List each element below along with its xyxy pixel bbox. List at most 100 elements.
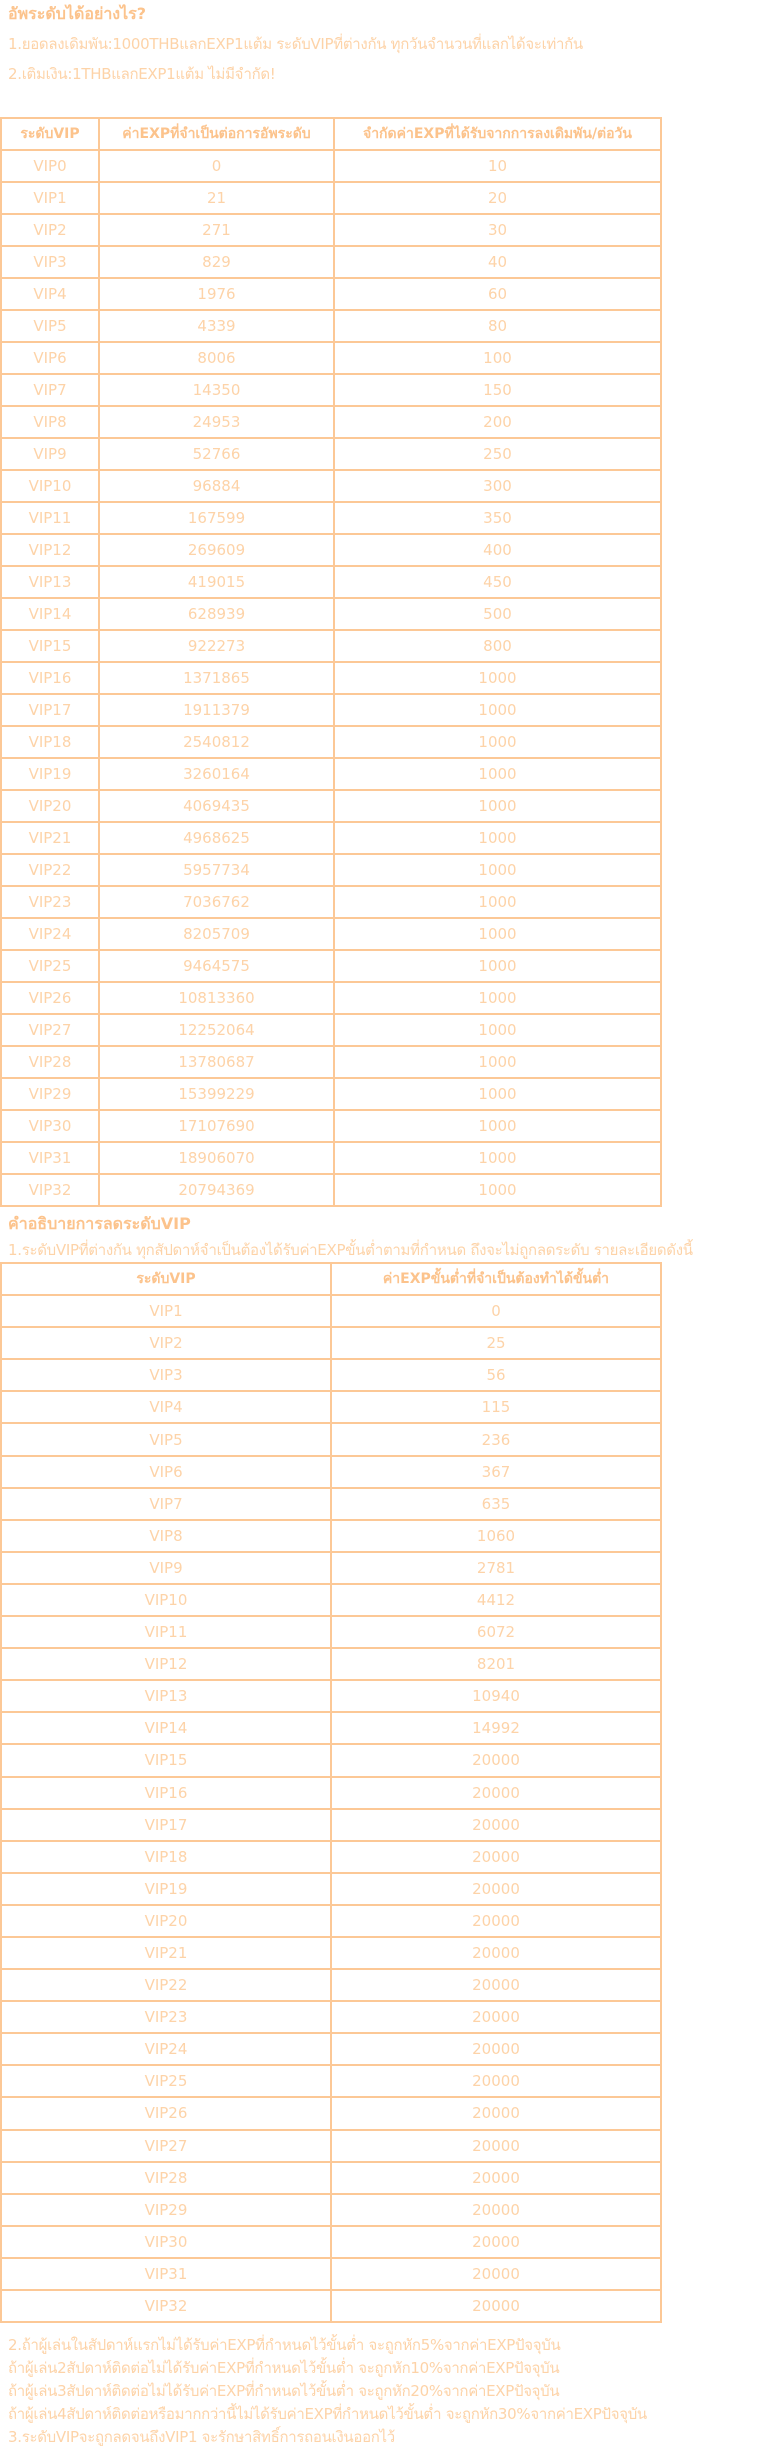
cell-min-weekly-exp: 20000: [330, 2160, 662, 2195]
cell-daily-exp-limit: 40: [333, 245, 662, 279]
cell-vip-level: VIP18: [0, 725, 100, 759]
table-row: VIP21 20000: [0, 1935, 662, 1971]
table-row: VIP21 4968625 1000: [0, 821, 662, 855]
cell-exp-required: 5957734: [98, 853, 335, 887]
cell-exp-required: 52766: [98, 437, 335, 471]
cell-daily-exp-limit: 1000: [333, 949, 662, 983]
table-row: VIP5 4339 80: [0, 309, 662, 343]
table-row: VIP12 8201: [0, 1647, 662, 1682]
downgrade-title: คำอธิบายการลดระดับVIP: [8, 1214, 191, 1233]
cell-exp-required: 1911379: [98, 693, 335, 727]
cell-vip-level: VIP12: [0, 533, 100, 567]
table-row: VIP20 20000: [0, 1903, 662, 1938]
cell-exp-required: 96884: [98, 469, 335, 503]
cell-exp-required: 12252064: [98, 1013, 335, 1047]
cell-vip-level: VIP30: [0, 2224, 332, 2259]
cell-vip-level: VIP24: [0, 917, 100, 951]
cell-daily-exp-limit: 1000: [333, 1077, 662, 1111]
table-row: VIP4 115: [0, 1390, 662, 1425]
table-row: VIP24 20000: [0, 2032, 662, 2067]
cell-exp-required: 14350: [98, 373, 335, 407]
cell-daily-exp-limit: 150: [333, 373, 662, 407]
cell-exp-required: 419015: [98, 565, 335, 599]
cell-vip-level: VIP15: [0, 1743, 332, 1778]
cell-min-weekly-exp: 115: [330, 1390, 662, 1425]
cell-daily-exp-limit: 1000: [333, 1173, 662, 1207]
cell-vip-level: VIP15: [0, 629, 100, 663]
cell-min-weekly-exp: 20000: [330, 2064, 662, 2099]
cell-min-weekly-exp: 20000: [330, 2192, 662, 2227]
downgrade-rule-2-week2: ถ้าผู้เล่น2สัปดาห์ติดต่อไม่ได้รับค่าEXPท…: [8, 2359, 560, 2377]
cell-daily-exp-limit: 500: [333, 597, 662, 631]
table-row: VIP10 4412: [0, 1582, 662, 1618]
cell-exp-required: 0: [98, 149, 335, 183]
table-row: VIP16 20000: [0, 1775, 662, 1810]
cell-daily-exp-limit: 350: [333, 501, 662, 535]
table-row: VIP22 5957734 1000: [0, 853, 662, 887]
cell-vip-level: VIP31: [0, 1141, 100, 1175]
table-row: VIP11 6072: [0, 1615, 662, 1650]
cell-vip-level: VIP6: [0, 1454, 332, 1489]
cell-vip-level: VIP11: [0, 1615, 332, 1650]
upgrade-title: อัพระดับได้อย่างไร?: [8, 4, 147, 23]
table-row: VIP31 20000: [0, 2256, 662, 2292]
table-row: VIP1 21 20: [0, 181, 662, 215]
upgrade-rule-1: 1.ยอดลงเดิมพัน:1000THBแลกEXP1แต้ม ระดับV…: [8, 35, 583, 53]
cell-min-weekly-exp: 20000: [330, 2000, 662, 2035]
cell-exp-required: 4968625: [98, 821, 335, 855]
upgrade-rule-2: 2.เติมเงิน:1THBแลกEXP1แต้ม ไม่มีจำกัด!: [8, 65, 276, 83]
cell-min-weekly-exp: 635: [330, 1486, 662, 1521]
table-row: VIP32 20794369 1000: [0, 1173, 662, 1207]
table-row: VIP2 271 30: [0, 213, 662, 247]
cell-min-weekly-exp: 10940: [330, 1679, 662, 1714]
table-row: VIP9 2781: [0, 1550, 662, 1585]
cell-vip-level: VIP29: [0, 1077, 100, 1111]
cell-vip-level: VIP31: [0, 2256, 332, 2292]
cell-daily-exp-limit: 1000: [333, 1141, 662, 1175]
cell-vip-level: VIP13: [0, 1679, 332, 1714]
header-daily-exp-limit: จำกัดค่าEXPที่ได้รับจากการลงเดิมพัน/ต่อว…: [333, 117, 662, 151]
cell-daily-exp-limit: 1000: [333, 725, 662, 759]
cell-vip-level: VIP2: [0, 213, 100, 247]
table-row: VIP5 236: [0, 1422, 662, 1457]
cell-exp-required: 9464575: [98, 949, 335, 983]
table-row: VIP29 15399229 1000: [0, 1077, 662, 1111]
table-row: VIP19 3260164 1000: [0, 757, 662, 791]
cell-vip-level: VIP9: [0, 1550, 332, 1585]
cell-min-weekly-exp: 6072: [330, 1615, 662, 1650]
table-row: VIP31 18906070 1000: [0, 1141, 662, 1175]
cell-vip-level: VIP10: [0, 1582, 332, 1618]
cell-exp-required: 24953: [98, 405, 335, 439]
cell-exp-required: 18906070: [98, 1141, 335, 1175]
cell-min-weekly-exp: 14992: [330, 1711, 662, 1746]
cell-min-weekly-exp: 8201: [330, 1647, 662, 1682]
table-row: VIP11 167599 350: [0, 501, 662, 535]
cell-daily-exp-limit: 30: [333, 213, 662, 247]
cell-min-weekly-exp: 4412: [330, 1582, 662, 1618]
table-row: VIP8 1060: [0, 1518, 662, 1553]
table-row: VIP8 24953 200: [0, 405, 662, 439]
table-row: VIP2 25: [0, 1326, 662, 1361]
table-row: VIP3 56: [0, 1358, 662, 1393]
cell-vip-level: VIP16: [0, 661, 100, 695]
cell-daily-exp-limit: 1000: [333, 1109, 662, 1143]
cell-min-weekly-exp: 20000: [330, 2128, 662, 2163]
cell-daily-exp-limit: 800: [333, 629, 662, 663]
cell-exp-required: 1371865: [98, 661, 335, 695]
table-row: VIP30 20000: [0, 2224, 662, 2259]
cell-exp-required: 4069435: [98, 789, 335, 823]
table-row: VIP15 20000: [0, 1743, 662, 1778]
cell-vip-level: VIP1: [0, 181, 100, 215]
vip-downgrade-table: ระดับVIP ค่าEXPขั้นต่ำที่จำเป็นต้องทำได้…: [0, 1261, 662, 2324]
cell-daily-exp-limit: 1000: [333, 853, 662, 887]
cell-daily-exp-limit: 450: [333, 565, 662, 599]
cell-vip-level: VIP23: [0, 885, 100, 919]
cell-exp-required: 17107690: [98, 1109, 335, 1143]
table-row: VIP7 14350 150: [0, 373, 662, 407]
table-row: VIP26 20000: [0, 2096, 662, 2131]
cell-vip-level: VIP1: [0, 1294, 332, 1329]
cell-daily-exp-limit: 1000: [333, 661, 662, 695]
cell-vip-level: VIP23: [0, 2000, 332, 2035]
table-row: VIP12 269609 400: [0, 533, 662, 567]
table-row: VIP14 628939 500: [0, 597, 662, 631]
